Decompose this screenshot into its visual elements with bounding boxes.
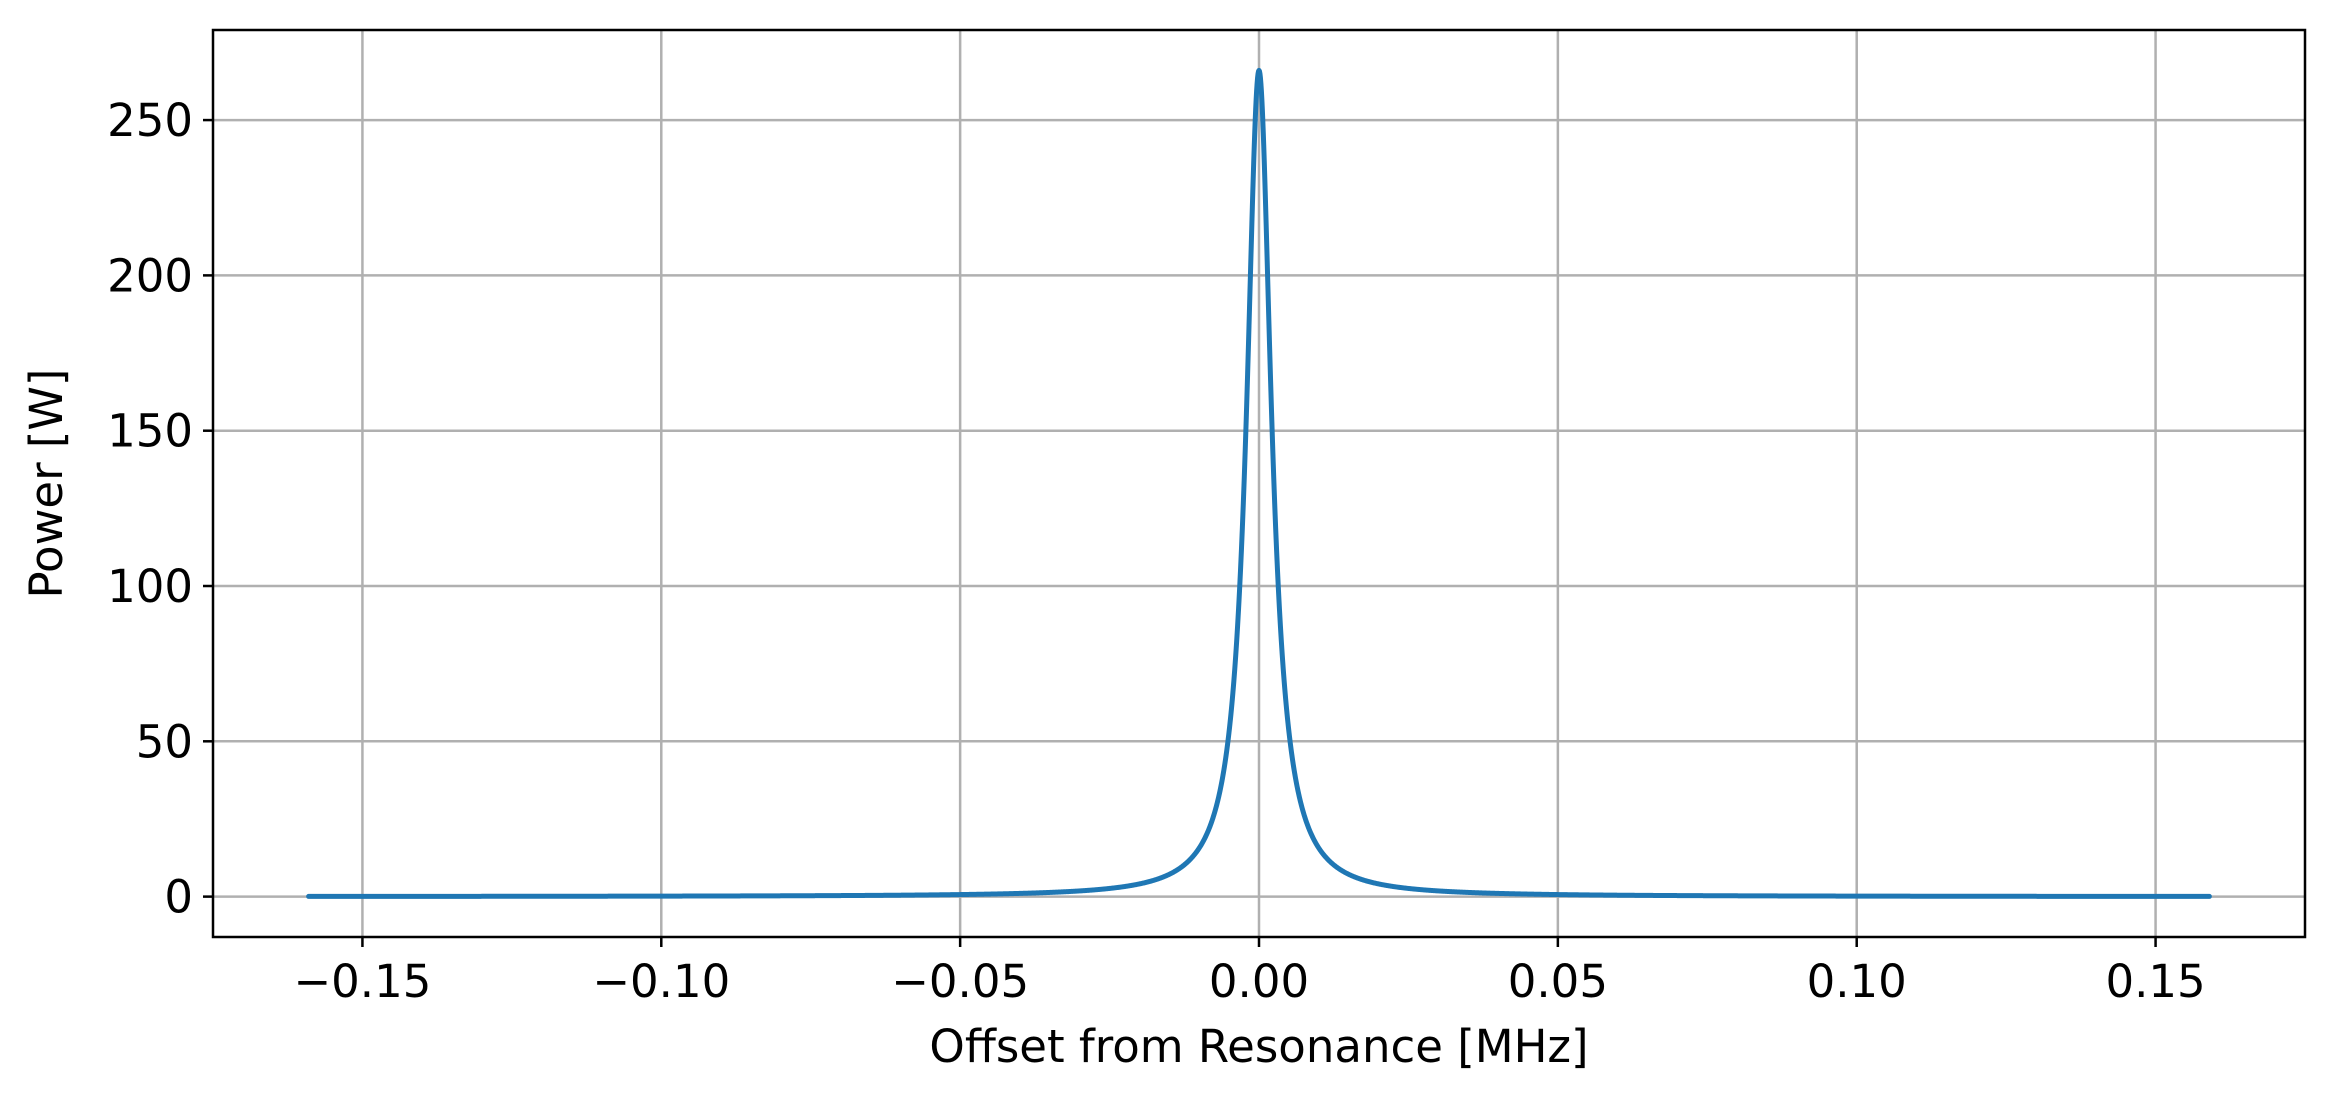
y-tick-label: 50 (136, 715, 193, 768)
series-line-power (306, 67, 2212, 899)
y-tick-label: 200 (107, 249, 193, 302)
x-axis-ticks: −0.15 −0.10 −0.05 0.00 0.05 0.10 0.15 (293, 937, 2206, 1008)
x-tick-label: 0.10 (1807, 955, 1907, 1008)
x-tick-label: 0.00 (1209, 955, 1309, 1008)
x-tick-label: −0.10 (592, 955, 730, 1008)
y-tick-label: 150 (107, 405, 193, 458)
x-tick-label: 0.05 (1508, 955, 1608, 1008)
y-tick-label: 100 (107, 560, 193, 613)
y-axis-label: Power [W] (20, 369, 73, 599)
y-tick-label: 250 (107, 94, 193, 147)
x-tick-label: −0.15 (293, 955, 431, 1008)
y-axis-ticks: 0 50 100 150 200 250 (107, 94, 213, 924)
x-axis-label: Offset from Resonance [MHz] (929, 1020, 1588, 1073)
x-tick-label: −0.05 (891, 955, 1029, 1008)
grid (213, 30, 2305, 937)
x-tick-label: 0.15 (2105, 955, 2205, 1008)
y-tick-label: 0 (164, 871, 193, 924)
series-layer (306, 67, 2212, 899)
